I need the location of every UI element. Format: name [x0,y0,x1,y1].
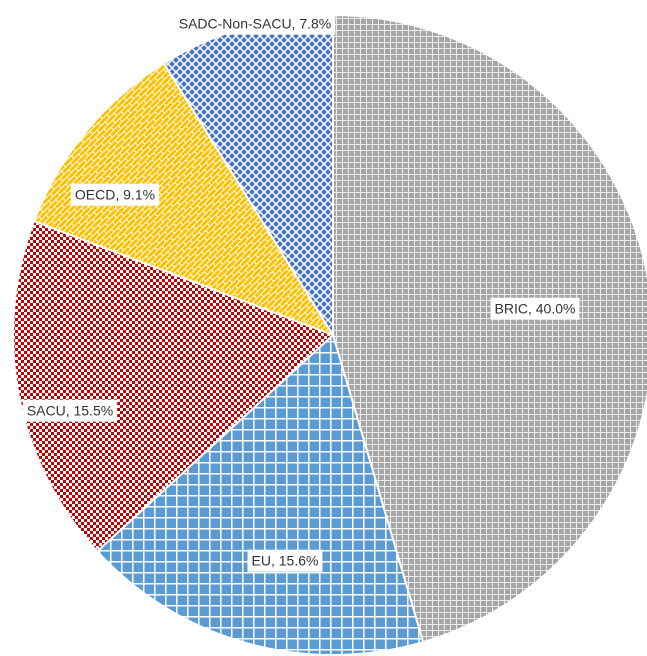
pie-slice [32,61,336,337]
data-label: OECD, 9.1% [75,187,155,203]
data-label: EU, 15.6% [252,553,319,569]
label-background [22,399,118,422]
data-label: BRIC, 40.0% [495,301,576,317]
label-background [490,297,580,320]
label-background [247,549,323,572]
pie-slice [95,333,425,656]
label-background [174,12,336,35]
label-background [70,183,160,206]
pie-slice [332,13,647,644]
data-label: SADC-Non-SACU, 7.8% [179,16,332,32]
pie-slice [12,219,335,553]
data-label: SACU, 15.5% [27,403,113,419]
